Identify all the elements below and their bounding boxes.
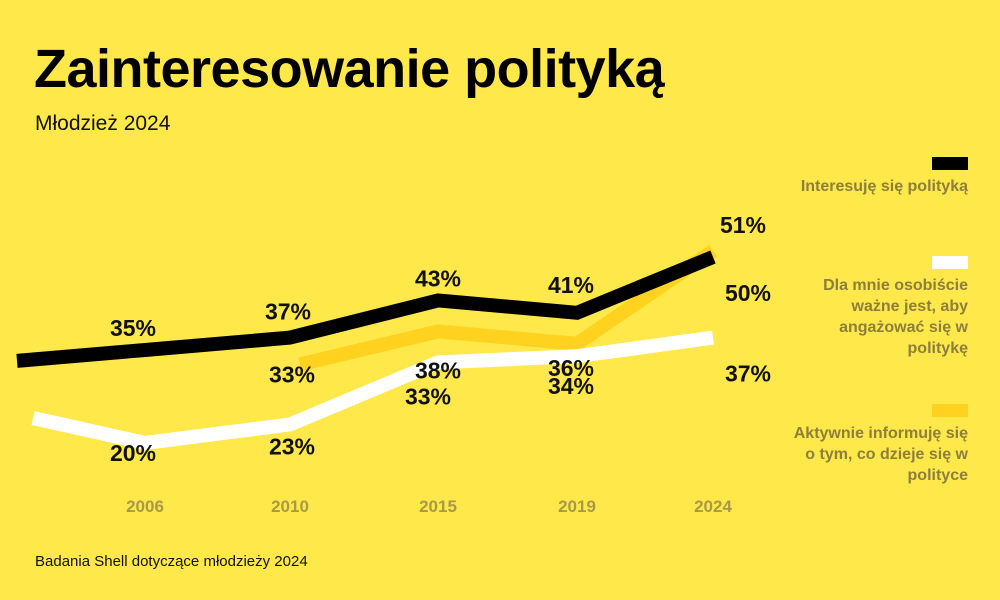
data-label-interest-2015: 43%	[415, 265, 461, 291]
data-label-engagement-2024: 37%	[725, 361, 771, 387]
data-label-engagement-2019: 34%	[548, 373, 594, 399]
legend-swatch-interest	[932, 157, 968, 170]
data-label-interest-2010: 37%	[265, 299, 311, 325]
x-tick-2015: 2015	[419, 497, 457, 516]
data-label-interest-2024: 50%	[725, 280, 771, 306]
legend-label-interest: Interesuję się polityką	[800, 178, 968, 195]
data-label-interest-2019: 41%	[548, 272, 594, 298]
x-tick-2010: 2010	[271, 497, 309, 516]
x-tick-2024: 2024	[694, 497, 732, 516]
legend-label-information: Aktywnie informuję się o tym, co dzieje …	[793, 425, 968, 484]
data-label-engagement-2010: 23%	[269, 433, 315, 459]
data-label-interest-2006: 35%	[110, 315, 156, 341]
data-label-engagement-2006: 20%	[110, 440, 156, 466]
data-label-information-2010: 33%	[269, 361, 315, 387]
source-note: Badania Shell dotyczące młodzieży 2024	[35, 553, 308, 570]
chart-subtitle: Młodzież 2024	[35, 112, 171, 135]
x-tick-2006: 2006	[126, 497, 164, 516]
data-label-information-2015: 38%	[415, 357, 461, 383]
series-interest-line	[16, 250, 716, 368]
legend-label-engagement: Dla mnie osobiście ważne jest, aby angaż…	[823, 277, 968, 357]
data-label-information-2019: 36%	[548, 355, 594, 381]
x-tick-2019: 2019	[558, 497, 596, 516]
data-label-engagement-2015: 33%	[405, 383, 451, 409]
series-information-line	[298, 245, 717, 372]
series-engagement-line	[31, 330, 714, 451]
data-label-information-2024: 51%	[720, 212, 766, 238]
chart-title: Zainteresowanie polityką	[34, 39, 665, 99]
legend-swatch-engagement	[932, 256, 968, 269]
legend-swatch-information	[932, 404, 968, 417]
